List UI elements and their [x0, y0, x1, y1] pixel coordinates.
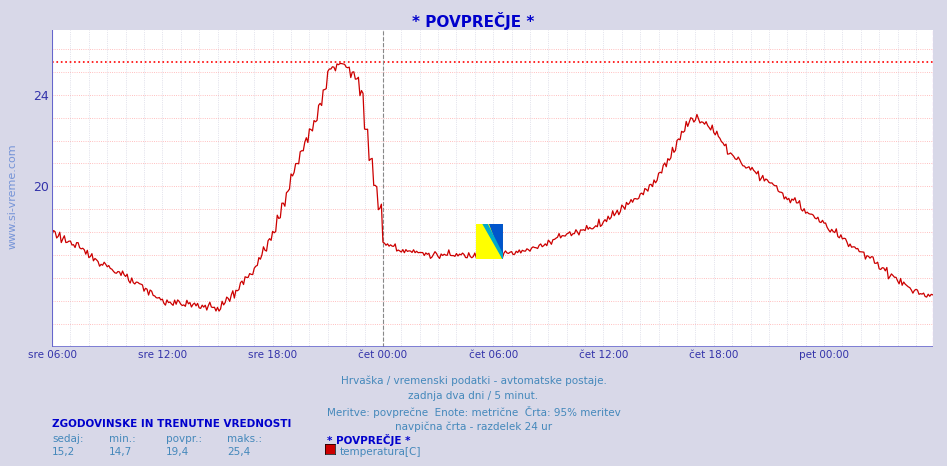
- Text: navpična črta - razdelek 24 ur: navpična črta - razdelek 24 ur: [395, 421, 552, 432]
- Polygon shape: [483, 224, 503, 259]
- Text: zadnja dva dni / 5 minut.: zadnja dva dni / 5 minut.: [408, 391, 539, 400]
- Text: Meritve: povprečne  Enote: metrične  Črta: 95% meritev: Meritve: povprečne Enote: metrične Črta:…: [327, 406, 620, 418]
- Text: maks.:: maks.:: [227, 434, 262, 444]
- Text: povpr.:: povpr.:: [166, 434, 202, 444]
- Text: min.:: min.:: [109, 434, 135, 444]
- Text: 19,4: 19,4: [166, 447, 189, 457]
- Text: 14,7: 14,7: [109, 447, 133, 457]
- Text: * POVPREČJE *: * POVPREČJE *: [412, 12, 535, 30]
- Text: temperatura[C]: temperatura[C]: [340, 447, 421, 457]
- Text: Hrvaška / vremenski podatki - avtomatske postaje.: Hrvaška / vremenski podatki - avtomatske…: [341, 375, 606, 386]
- Text: * POVPREČJE *: * POVPREČJE *: [327, 434, 410, 446]
- Polygon shape: [490, 224, 503, 259]
- Text: 25,4: 25,4: [227, 447, 251, 457]
- Text: ZGODOVINSKE IN TRENUTNE VREDNOSTI: ZGODOVINSKE IN TRENUTNE VREDNOSTI: [52, 419, 292, 429]
- Text: sedaj:: sedaj:: [52, 434, 83, 444]
- Text: 15,2: 15,2: [52, 447, 76, 457]
- Text: www.si-vreme.com: www.si-vreme.com: [8, 143, 17, 248]
